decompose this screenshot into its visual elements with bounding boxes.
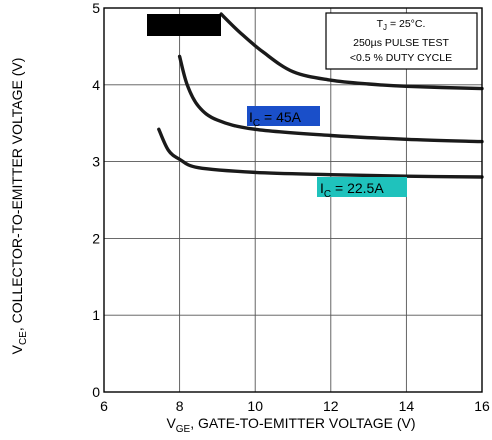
x-tick-label: 14 [399,398,415,414]
y-axis-label-rest: , COLLECTOR-TO-EMITTER VOLTAGE (V) [9,58,25,332]
y-tick-label: 1 [92,307,100,323]
svg-text:IC = 22.5A: IC = 22.5A [320,180,384,200]
x-axis-label-rest: , GATE-TO-EMITTER VOLTAGE (V) [190,415,415,431]
grid-lines [104,8,482,392]
x-tick-label: 8 [176,398,184,414]
curves [157,12,484,179]
y-axis-label-sub: CE [18,331,29,345]
conditions-line2: 250µs PULSE TEST [353,37,449,49]
series-label-45a-sub: C [253,118,260,129]
x-tick-label: 12 [323,398,339,414]
y-tick-label: 2 [92,230,100,246]
x-tick-label: 16 [474,398,490,414]
x-axis-label-sub: GE [176,424,191,435]
y-axis-label-main: V [9,344,25,354]
y-tick-label: 3 [92,154,100,170]
x-axis-label-main: V [166,415,176,431]
curve-2 [219,12,484,91]
conditions-line1-main: T [377,18,384,30]
x-tick-label: 6 [100,398,108,414]
y-tick-label: 4 [92,77,100,93]
curve-0 [177,54,484,144]
x-axis-label: VGE, GATE-TO-EMITTER VOLTAGE (V) [166,415,415,435]
series-label-22-5a: IC = 22.5A [317,177,407,200]
conditions-line1-rest: = 25°C. [387,18,425,30]
y-axis-label: VCE, COLLECTOR-TO-EMITTER VOLTAGE (V) [9,58,29,355]
conditions-box: TJ = 25°C. 250µs PULSE TEST <0.5 % DUTY … [325,12,478,70]
svg-text:IC = 45A: IC = 45A [249,109,302,129]
redaction-block [147,14,221,36]
y-tick-label: 5 [92,0,100,16]
series-label-22-5a-sub: C [324,189,331,200]
series-label-45a: IC = 45A [247,106,320,129]
conditions-line3: <0.5 % DUTY CYCLE [350,52,452,64]
series-label-22-5a-rest: = 22.5A [331,180,384,196]
series-label-45a-main: I [249,109,253,125]
conditions-line1-sub: J [383,23,387,32]
svg-text:TJ = 25°C.: TJ = 25°C. [377,18,426,32]
series-label-45a-rest: = 45A [260,109,302,125]
curve-1 [157,127,484,179]
series-label-22-5a-main: I [320,180,324,196]
y-tick-label: 0 [92,384,100,400]
plot-frame [103,7,483,393]
x-tick-label: 10 [247,398,263,414]
